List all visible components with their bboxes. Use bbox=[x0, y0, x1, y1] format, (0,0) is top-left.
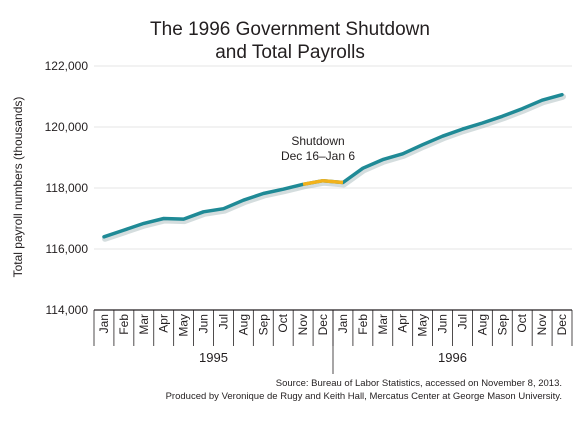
x-tick-label: Jun bbox=[436, 314, 450, 333]
y-axis-label: Total payroll numbers (thousands) bbox=[11, 97, 25, 278]
shutdown-segment bbox=[302, 178, 344, 187]
source-line2: Produced by Veronique de Rugy and Keith … bbox=[166, 391, 562, 402]
source-line1: Source: Bureau of Labor Statistics, acce… bbox=[276, 378, 562, 389]
x-tick-label: May bbox=[416, 314, 430, 337]
x-tick-label: Jul bbox=[216, 314, 230, 329]
x-tick-label: Nov bbox=[296, 314, 310, 335]
payroll-line bbox=[102, 92, 564, 239]
x-tick-label: Mar bbox=[137, 314, 151, 335]
y-tick-label: 114,000 bbox=[46, 303, 89, 317]
chart-title-line1: The 1996 Government Shutdown bbox=[150, 19, 430, 40]
x-tick-label: Aug bbox=[236, 314, 250, 335]
x-tick-label: Sep bbox=[256, 314, 270, 336]
x-tick-label: Feb bbox=[117, 314, 131, 335]
x-tick-label: Jun bbox=[197, 314, 211, 333]
y-tick-label: 116,000 bbox=[46, 242, 89, 256]
shutdown-label-line2: Dec 16–Jan 6 bbox=[281, 149, 355, 163]
y-tick-label: 122,000 bbox=[45, 59, 89, 73]
x-tick-label: Apr bbox=[157, 314, 171, 333]
x-tick-label: Mar bbox=[376, 314, 390, 335]
x-tick-label: Aug bbox=[475, 314, 489, 335]
y-tick-label: 118,000 bbox=[46, 181, 89, 195]
grid bbox=[94, 65, 572, 250]
series-line bbox=[102, 92, 566, 242]
x-tick-label: Oct bbox=[515, 313, 529, 332]
year-label: 1995 bbox=[199, 350, 228, 365]
y-tick-labels: 114,000 116,000 118,000 120,000 122,000 bbox=[45, 59, 89, 317]
x-tick-label: May bbox=[177, 314, 191, 337]
year-label: 1996 bbox=[438, 350, 467, 365]
x-tick-label: Dec bbox=[316, 314, 330, 335]
x-tick-label: Jan bbox=[336, 314, 350, 333]
x-tick-label: Sep bbox=[495, 314, 509, 336]
shutdown-label-line1: Shutdown bbox=[291, 134, 344, 148]
chart-title-line2: and Total Payrolls bbox=[215, 42, 365, 63]
x-tick-label: Apr bbox=[396, 314, 410, 333]
x-tick-label: Oct bbox=[276, 313, 290, 332]
x-tick-label: Jul bbox=[455, 314, 469, 329]
x-tick-label: Nov bbox=[535, 314, 549, 335]
y-tick-label: 120,000 bbox=[45, 120, 89, 134]
x-tick-label: Dec bbox=[555, 314, 569, 335]
x-tick-label: Feb bbox=[356, 314, 370, 335]
x-axis: Jan Feb Mar Apr May Jun Jul Aug Sep Oct Nov Dec Jan F… bbox=[93, 309, 573, 374]
shutdown-highlight bbox=[302, 178, 344, 187]
x-tick-label: Jan bbox=[97, 314, 111, 333]
series-shadow bbox=[102, 93, 566, 242]
